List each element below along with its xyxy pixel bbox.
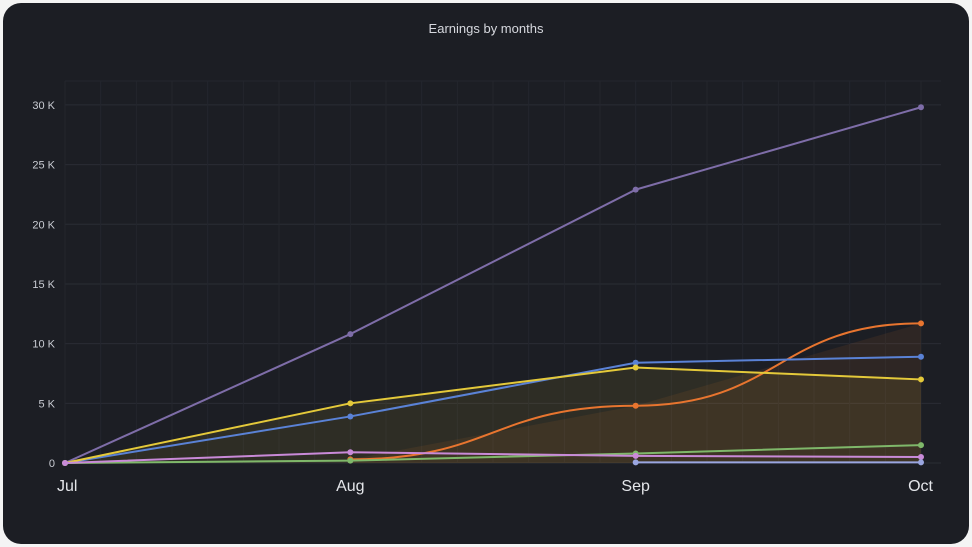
- series-green-point: [347, 457, 354, 464]
- series-lavender-point: [918, 459, 924, 466]
- x-tick-label: Jul: [57, 478, 77, 495]
- chart-card: Earnings by months 0 5 K 10 K 15 K 20 K 25 K 3…: [3, 3, 969, 544]
- series-pink-point: [918, 454, 924, 461]
- y-tick-label: 20 K: [32, 219, 55, 231]
- series-purple-point: [632, 186, 639, 193]
- y-tick-label: 15 K: [32, 279, 55, 291]
- series-green-point: [918, 442, 924, 449]
- series-yellow-point: [347, 400, 354, 407]
- series-orange-point: [632, 402, 639, 409]
- series-yellow-area: [65, 367, 921, 463]
- series-yellow-point: [632, 364, 639, 371]
- series-green-line: [64, 444, 922, 464]
- y-tick-label: 0: [49, 458, 55, 470]
- series-lavender-point: [632, 459, 639, 466]
- series-purple-point: [918, 104, 924, 111]
- x-tick-label: Oct: [908, 478, 933, 495]
- series-purple-point: [347, 331, 354, 338]
- series-purple-line: [64, 106, 922, 464]
- series-yellow-line: [64, 366, 922, 464]
- y-tick-label: 25 K: [32, 160, 55, 172]
- series-yellow-point: [918, 376, 924, 383]
- earnings-line-chart: 0 5 K 10 K 15 K 20 K 25 K 30 K Jul Aug Sep Oct: [32, 80, 941, 495]
- series-blue-point: [918, 353, 924, 360]
- x-tick-label: Aug: [336, 478, 364, 495]
- series-pink-point: [632, 452, 639, 459]
- series-pink-point: [62, 460, 68, 466]
- series-pink-point: [347, 449, 354, 456]
- y-tick-label: 10 K: [32, 339, 55, 351]
- series-blue-point: [347, 413, 354, 420]
- series-blue-point: [632, 359, 639, 366]
- y-tick-label: 5 K: [38, 398, 55, 410]
- series-blue-line: [64, 355, 922, 464]
- chart-title: Earnings by months: [428, 21, 544, 36]
- series-orange-point: [918, 320, 924, 327]
- series-pink-line: [64, 451, 922, 464]
- x-tick-label: Sep: [621, 478, 650, 495]
- series-orange-area: [350, 323, 921, 463]
- y-tick-label: 30 K: [32, 100, 55, 112]
